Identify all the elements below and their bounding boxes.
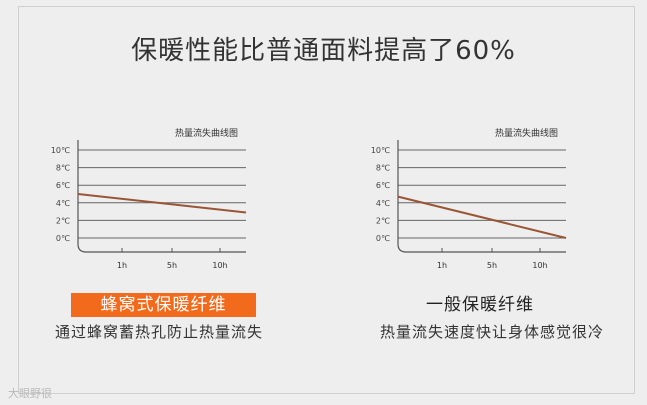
y-tick-label: 8℃ (56, 164, 70, 173)
axis-line (77, 140, 246, 253)
y-tick-label: 4℃ (56, 199, 70, 208)
series-line (77, 193, 247, 214)
chart-right-svg: 热量流失曲线图 0℃ 2℃ 4℃ 6℃ 8℃ 10℃ 1h 5h 10h (371, 127, 567, 270)
y-tick-label: 0℃ (376, 234, 390, 243)
axis-line (397, 140, 566, 253)
chart-left-svg: 热量流失曲线图 0℃ 2℃ 4℃ 6℃ 8℃ 10℃ 1h 5h 10h (51, 127, 247, 270)
y-tick-label: 2℃ (56, 216, 70, 225)
left-fiber-name: 蜂窝式保暖纤维 (71, 293, 256, 317)
headline: 保暖性能比普通面料提高了60% (131, 36, 516, 66)
left-fiber-desc: 通过蜂窝蓄热孔防止热量流失 (55, 323, 264, 341)
x-tick-label: 1h (117, 261, 127, 270)
chart-right: 热量流失曲线图 0℃ 2℃ 4℃ 6℃ 8℃ 10℃ 1h 5h 10h (360, 120, 590, 280)
y-tick-label: 4℃ (376, 199, 390, 208)
x-tick-label: 10h (212, 261, 227, 270)
x-tick-label: 5h (487, 261, 497, 270)
y-tick-label: 10℃ (371, 146, 390, 155)
series-line (397, 195, 567, 239)
chart-left: 热量流失曲线图 0℃ 2℃ 4℃ 6℃ 8℃ 10℃ 1h 5h 10h (40, 120, 270, 280)
chart-title: 热量流失曲线图 (175, 127, 238, 139)
y-tick-label: 2℃ (376, 216, 390, 225)
y-tick-label: 0℃ (56, 234, 70, 243)
right-fiber-name: 一般保暖纤维 (426, 295, 534, 315)
content-frame (18, 6, 635, 394)
right-fiber-desc: 热量流失速度快让身体感觉很冷 (380, 323, 605, 341)
y-tick-label: 8℃ (376, 164, 390, 173)
x-tick-label: 5h (167, 261, 177, 270)
x-tick-label: 10h (532, 261, 547, 270)
watermark: 大眼野很 (8, 387, 52, 400)
x-tick-label: 1h (437, 261, 447, 270)
y-tick-label: 6℃ (376, 181, 390, 190)
chart-title: 热量流失曲线图 (495, 127, 558, 139)
y-tick-label: 6℃ (56, 181, 70, 190)
y-tick-label: 10℃ (51, 146, 70, 155)
